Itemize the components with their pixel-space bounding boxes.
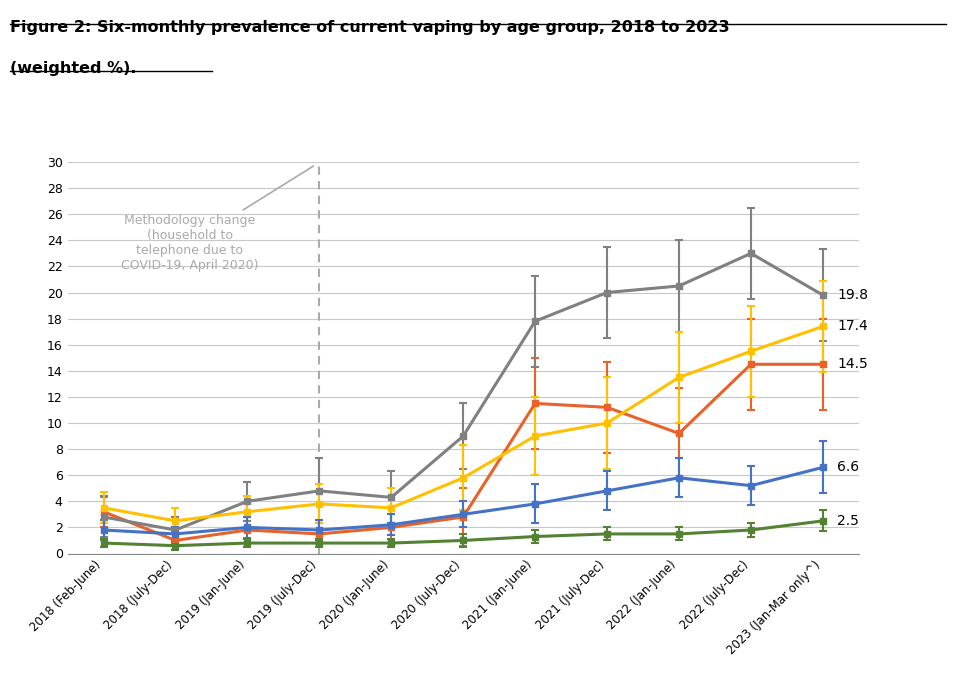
- Text: 6.6: 6.6: [838, 460, 860, 475]
- Text: 2.5: 2.5: [838, 514, 859, 528]
- Text: (weighted %).: (weighted %).: [10, 61, 136, 76]
- Text: 14.5: 14.5: [838, 357, 868, 371]
- Text: Methodology change
(household to
telephone due to
COVID-19, April 2020): Methodology change (household to telepho…: [121, 166, 314, 272]
- Text: 17.4: 17.4: [838, 319, 868, 333]
- Text: 19.8: 19.8: [838, 288, 868, 302]
- Text: Figure 2: Six-monthly prevalence of current vaping by age group, 2018 to 2023: Figure 2: Six-monthly prevalence of curr…: [10, 20, 730, 35]
